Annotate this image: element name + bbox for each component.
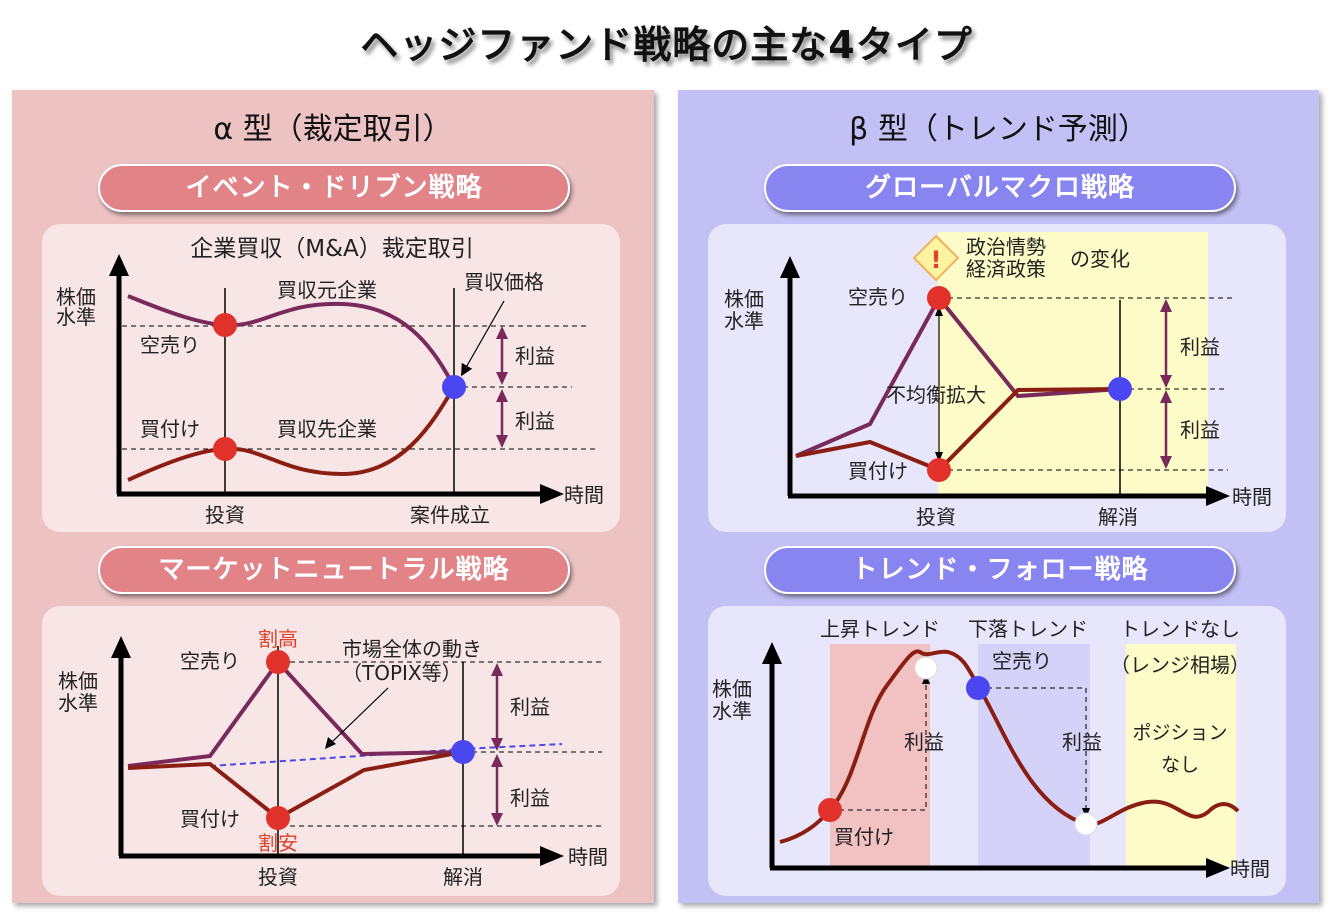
- unwind-point: [451, 740, 475, 764]
- y-axis-label: 株価: [712, 677, 752, 701]
- buy-point: [213, 437, 237, 461]
- buy-point: [818, 798, 842, 822]
- profit-label: 利益: [515, 409, 555, 433]
- target-label: 買収先企業: [277, 417, 377, 441]
- profit-label: 利益: [515, 344, 555, 368]
- x-axis-label: 時間: [564, 483, 604, 507]
- x-tick-unwind: 解消: [443, 865, 483, 889]
- x-axis-arrow-icon: [540, 484, 564, 504]
- short-label: 空売り: [992, 649, 1052, 673]
- event-driven-subtitle: 企業買収（M&A）裁定取引: [190, 236, 474, 262]
- no-trend-label: （レンジ相場）: [1110, 653, 1250, 677]
- market-neutral-diagram: 株価 水準 時間 割高 割安 空売り 買付け 市場全体の動き （TOPIX等）: [42, 606, 620, 896]
- page-title: ヘッジファンド戦略の主な4タイプ: [360, 23, 973, 67]
- alpha-heading: α 型（裁定取引）: [213, 112, 453, 147]
- downtrend-exit-point: [1074, 812, 1098, 836]
- y-axis-label: 株価: [58, 669, 98, 693]
- y-axis-arrow-icon: [762, 642, 782, 664]
- profit-label: 利益: [904, 730, 944, 754]
- no-position-label: ポジション: [1132, 722, 1227, 744]
- uptrend-label: 上昇トレンド: [820, 617, 940, 641]
- x-axis-label: 時間: [568, 845, 608, 869]
- trend-follow-diagram: 上昇トレンド 下落トレンド トレンドなし （レンジ相場） 株価 水準 時間 買: [708, 606, 1286, 896]
- x-axis-arrow-icon: [1206, 486, 1230, 506]
- warning-icon: [912, 234, 960, 282]
- uptrend-region: [830, 644, 930, 866]
- buy-point: [927, 458, 951, 482]
- event-label: 政治情勢: [966, 235, 1046, 259]
- x-axis-arrow-icon: [1206, 858, 1230, 878]
- market-label: 市場全体の動き: [342, 637, 482, 661]
- short-point: [266, 650, 290, 674]
- y-axis-label: 水準: [58, 691, 98, 715]
- downtrend-region: [978, 644, 1090, 866]
- buy-label: 買付け: [848, 459, 908, 483]
- x-axis-label: 時間: [1232, 485, 1272, 509]
- trend-follow-pill: トレンド・フォロー戦略: [764, 546, 1236, 594]
- event-period-highlight: [938, 232, 1208, 494]
- warning-icon-glyph: !: [931, 246, 942, 274]
- global-macro-diagram: 株価 水準 時間 ! 政治情勢 経済政策 の変化 空売り: [708, 224, 1286, 532]
- market-neutral-pill: マーケットニュートラル戦略: [98, 546, 570, 594]
- beta-type-panel: β 型（トレンド予測） グローバルマクロ戦略 株価 水準 時間 ! 政治情勢 経…: [678, 90, 1319, 903]
- y-axis-label: 水準: [712, 699, 752, 723]
- y-axis-arrow-icon: [780, 256, 800, 278]
- event-driven-pill: イベント・ドリブン戦略: [98, 164, 570, 212]
- buy-label: 買付け: [834, 825, 894, 849]
- y-axis-label: 水準: [724, 309, 764, 333]
- profit-label: 利益: [1180, 335, 1220, 359]
- no-trend-region: [1126, 644, 1236, 866]
- market-label: （TOPIX等）: [342, 661, 462, 685]
- undervalued-stock-line: [127, 750, 464, 821]
- imbalance-label: 不均衡拡大: [886, 383, 986, 407]
- no-position-label: なし: [1161, 754, 1199, 776]
- event-suffix-label: の変化: [1070, 247, 1130, 271]
- uptrend-exit-point: [914, 656, 938, 680]
- y-axis-arrow-icon: [109, 254, 129, 276]
- price-trend-line: [779, 649, 1240, 844]
- x-tick-invest: 投資: [258, 865, 298, 889]
- buy-label: 買付け: [180, 807, 240, 831]
- downtrend-label: 下落トレンド: [968, 617, 1088, 641]
- profit-label: 利益: [510, 786, 550, 810]
- acquirer-label: 買収元企業: [277, 278, 377, 302]
- alpha-type-panel: α 型（裁定取引） イベント・ドリブン戦略 企業買収（M&A）裁定取引 株価 水…: [12, 90, 654, 903]
- short-point: [213, 313, 237, 337]
- unwind-point: [1108, 377, 1132, 401]
- no-trend-label: トレンドなし: [1120, 617, 1240, 641]
- overvalued-label: 割高: [258, 627, 298, 651]
- short-label: 空売り: [848, 285, 908, 309]
- x-axis-label: 時間: [1230, 857, 1270, 881]
- acquirer-price-line: [127, 294, 456, 388]
- profit-label: 利益: [1180, 418, 1220, 442]
- y-axis-label: 株価: [56, 285, 96, 309]
- profit-label: 利益: [1062, 730, 1102, 754]
- x-axis-arrow-icon: [540, 846, 564, 866]
- profit-label: 利益: [510, 695, 550, 719]
- y-axis-label: 株価: [724, 287, 764, 311]
- short-point: [966, 676, 990, 700]
- x-tick-invest: 投資: [205, 503, 245, 527]
- y-axis-label: 水準: [56, 305, 96, 329]
- beta-heading: β 型（トレンド予測）: [849, 112, 1148, 147]
- x-tick-deal-close: 案件成立: [410, 503, 490, 527]
- undervalued-label: 割安: [258, 831, 298, 855]
- global-macro-pill: グローバルマクロ戦略: [764, 164, 1236, 212]
- buy-point: [266, 806, 290, 830]
- x-tick-invest: 投資: [916, 505, 956, 529]
- x-tick-unwind: 解消: [1098, 505, 1138, 529]
- buy-label: 買付け: [140, 417, 200, 441]
- short-point: [927, 286, 951, 310]
- short-label: 空売り: [180, 649, 240, 673]
- deal-price-label: 買収価格: [464, 270, 544, 294]
- event-driven-diagram: 企業買収（M&A）裁定取引 株価 水準 時間 買収元企業 買: [42, 224, 620, 532]
- target-price-line: [127, 385, 456, 482]
- y-axis-arrow-icon: [111, 636, 131, 658]
- event-label: 経済政策: [966, 257, 1046, 281]
- short-label: 空売り: [140, 333, 200, 357]
- deal-price-point: [442, 375, 466, 399]
